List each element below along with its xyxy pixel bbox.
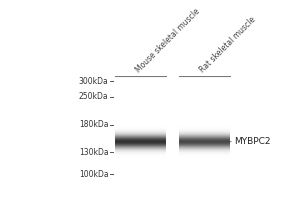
Text: 180kDa: 180kDa [79,120,109,129]
Text: 100kDa: 100kDa [79,170,109,179]
Text: 130kDa: 130kDa [79,148,109,157]
Text: MYBPC2: MYBPC2 [230,137,271,146]
Text: Mouse skeletal muscle: Mouse skeletal muscle [134,6,202,74]
Bar [178,76,230,188]
Text: 250kDa: 250kDa [79,92,109,101]
Bar [115,76,166,188]
Text: Rat skeletal muscle: Rat skeletal muscle [198,15,257,74]
Text: 300kDa: 300kDa [79,77,109,86]
